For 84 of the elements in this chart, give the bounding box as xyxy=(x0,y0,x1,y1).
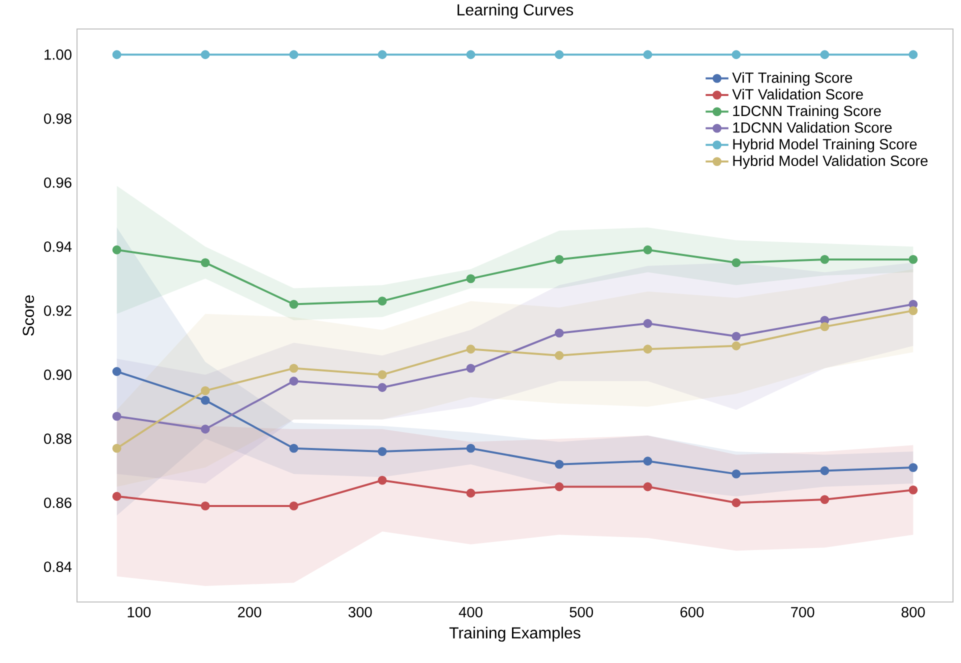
point xyxy=(643,344,652,354)
y-tick-label: 0.94 xyxy=(44,241,72,252)
point xyxy=(289,50,298,60)
point xyxy=(643,482,652,492)
point xyxy=(820,50,830,60)
x-tick-label: 500 xyxy=(570,606,594,618)
y-tick-label: 0.88 xyxy=(44,434,72,444)
x-tick-label: 600 xyxy=(680,606,704,618)
point xyxy=(112,50,122,60)
legend-label: Hybrid Model Validation Score xyxy=(733,155,928,169)
point xyxy=(732,258,741,268)
point xyxy=(466,274,476,284)
point xyxy=(732,332,741,341)
legend-label: 1DCNN Validation Score xyxy=(733,122,892,133)
legend-label: 1DCNN Training Score xyxy=(733,105,881,120)
point xyxy=(820,466,830,476)
point xyxy=(378,370,387,380)
point xyxy=(466,364,476,373)
point xyxy=(378,50,387,60)
point xyxy=(732,50,741,60)
point xyxy=(908,255,918,264)
x-tick-label: 100 xyxy=(128,606,151,618)
point xyxy=(289,376,298,386)
point xyxy=(908,50,918,60)
point xyxy=(112,412,122,421)
y-tick-label: 0.98 xyxy=(44,113,72,124)
point xyxy=(378,447,387,456)
x-tick-label: 300 xyxy=(348,606,372,618)
x-tick-label: 200 xyxy=(238,606,262,618)
y-tick-label: 0.96 xyxy=(44,177,72,188)
point xyxy=(466,344,476,354)
x-tick-label: 400 xyxy=(458,606,482,618)
point xyxy=(820,322,830,332)
point xyxy=(908,306,918,316)
point xyxy=(554,351,564,360)
point xyxy=(289,444,298,453)
point xyxy=(378,476,387,485)
legend-label: Hybrid Model Training Score xyxy=(733,138,917,152)
point xyxy=(643,319,652,328)
point xyxy=(200,386,210,396)
x-tick-label: 800 xyxy=(902,606,925,618)
point xyxy=(732,498,741,508)
point xyxy=(112,444,122,453)
y-tick-label: 1.00 xyxy=(44,49,72,60)
x-tick-label: 700 xyxy=(791,606,814,618)
point xyxy=(820,255,830,264)
chart-title: Learning Curves xyxy=(458,4,574,19)
y-axis-title: Score xyxy=(22,295,34,336)
x-axis-title: Training Examples xyxy=(449,626,580,642)
legend-label: ViT Validation Score xyxy=(732,88,863,100)
point xyxy=(820,495,830,504)
point xyxy=(289,300,298,309)
point xyxy=(466,444,476,453)
point xyxy=(908,485,918,494)
legend-label: ViT Training Score xyxy=(732,72,852,86)
point xyxy=(200,50,210,60)
point xyxy=(643,456,652,466)
point xyxy=(466,488,476,498)
point xyxy=(554,460,564,469)
y-tick-label: 0.90 xyxy=(44,370,72,380)
point xyxy=(289,364,298,373)
point xyxy=(732,341,741,350)
point xyxy=(554,255,564,264)
point xyxy=(554,50,564,60)
y-tick-label: 0.92 xyxy=(44,306,72,316)
point xyxy=(378,296,387,306)
point xyxy=(200,501,210,510)
point xyxy=(466,50,476,60)
point xyxy=(200,396,210,405)
point xyxy=(112,245,122,254)
point xyxy=(289,501,298,510)
point xyxy=(200,424,210,434)
point xyxy=(643,245,652,254)
point xyxy=(732,469,741,478)
point xyxy=(112,367,122,376)
point xyxy=(378,383,387,392)
point xyxy=(643,50,652,60)
y-tick-label: 0.84 xyxy=(44,562,72,572)
point xyxy=(554,482,564,492)
y-tick-label: 0.86 xyxy=(44,498,72,508)
point xyxy=(200,258,210,268)
point xyxy=(112,492,122,501)
point xyxy=(908,463,918,472)
point xyxy=(554,328,564,338)
